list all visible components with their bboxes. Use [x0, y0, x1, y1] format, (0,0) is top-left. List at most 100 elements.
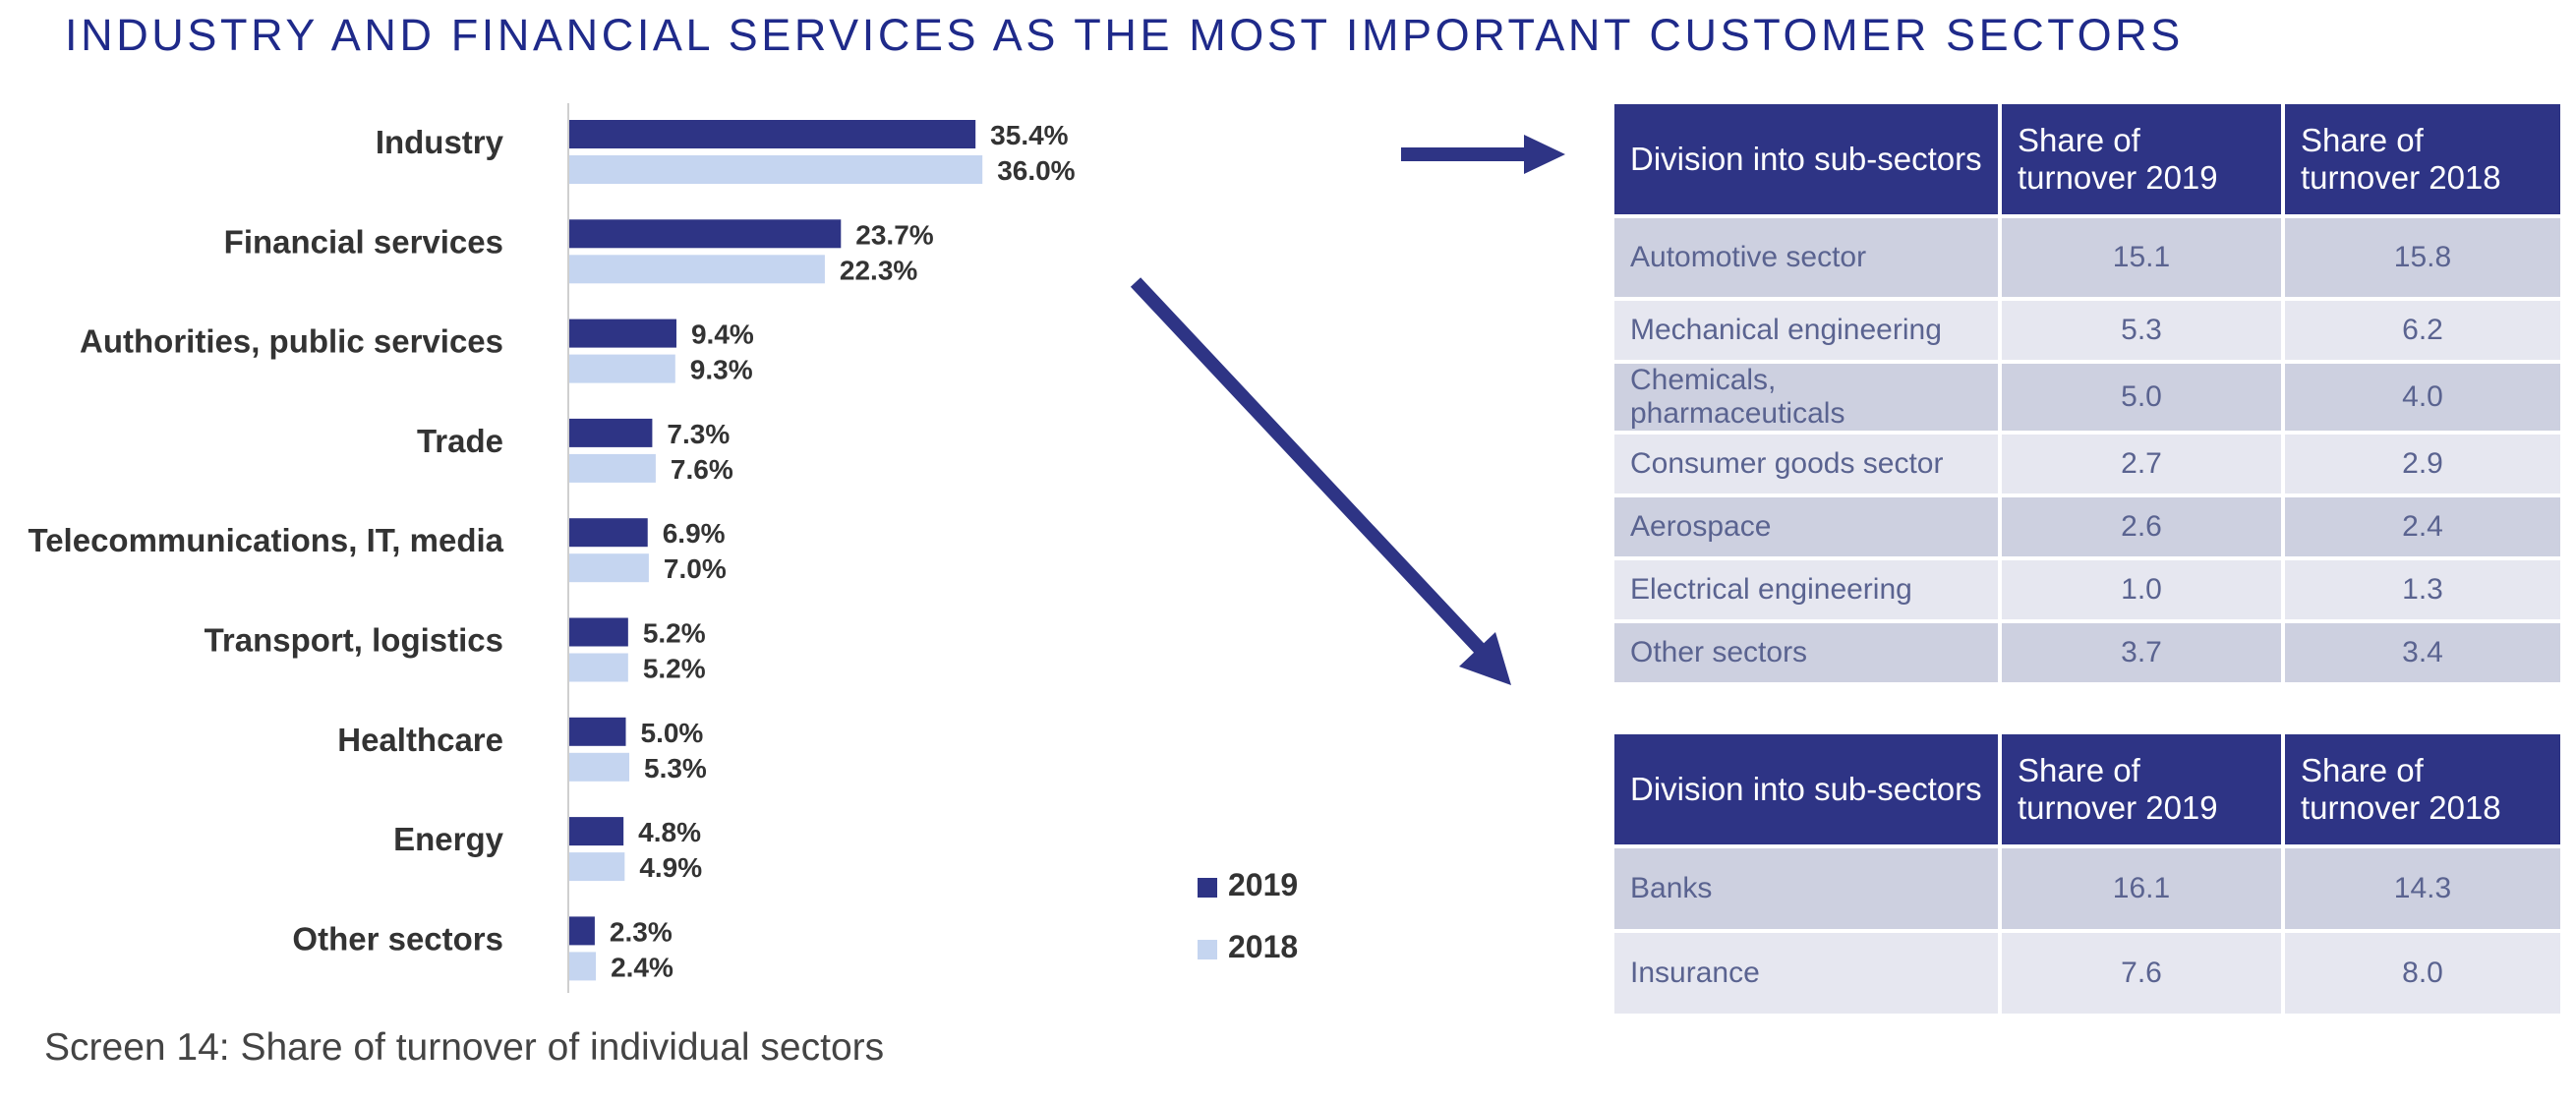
data-label-2019: 35.4%	[990, 120, 1068, 150]
data-label-2019: 2.3%	[610, 916, 673, 947]
data-label-2019: 4.8%	[638, 817, 701, 847]
category-label: Telecommunications, IT, media	[28, 522, 503, 558]
row-sector: Aerospace	[1614, 497, 1998, 556]
data-label-2018: 2.4%	[611, 952, 673, 982]
bar-2018	[568, 852, 625, 882]
row-share-2019: 5.3	[2002, 301, 2281, 360]
data-label-2019: 6.9%	[663, 518, 726, 549]
row-share-2018: 8.0	[2285, 933, 2560, 1014]
data-label-2018: 7.6%	[671, 454, 733, 485]
table-row: Consumer goods sector 2.7 2.9	[1614, 435, 2560, 493]
category-label: Trade	[417, 423, 503, 459]
row-share-2019: 5.0	[2002, 364, 2281, 431]
bar-2019	[568, 518, 648, 548]
bar-2019	[568, 319, 676, 348]
arrow-diagonal-shaft	[1130, 277, 1486, 654]
header-share-2018: Share of turnover 2018	[2285, 104, 2560, 214]
bar-2018	[568, 653, 628, 682]
header-share-2019: Share of turnover 2019	[2002, 104, 2281, 214]
data-label-2019: 7.3%	[667, 419, 730, 449]
category-label: Authorities, public services	[80, 323, 503, 360]
row-share-2019: 2.7	[2002, 435, 2281, 493]
row-sector: Chemicals, pharmaceuticals	[1614, 364, 1998, 431]
table-row: Mechanical engineering 5.3 6.2	[1614, 301, 2560, 360]
data-label-2018: 4.9%	[639, 852, 702, 883]
table-row: Other sectors 3.7 3.4	[1614, 623, 2560, 682]
table-row: Automotive sector 15.1 15.8	[1614, 218, 2560, 297]
row-sector: Electrical engineering	[1614, 560, 1998, 619]
category-label: Financial services	[224, 223, 503, 260]
subsector-table-financial: Division into sub-sectors Share of turno…	[1610, 730, 2564, 1017]
header-share-2019: Share of turnover 2019	[2002, 734, 2281, 844]
header-share-2018: Share of turnover 2018	[2285, 734, 2560, 844]
row-share-2018: 4.0	[2285, 364, 2560, 431]
header-division: Division into sub-sectors	[1614, 734, 1998, 844]
table-row: Chemicals, pharmaceuticals 5.0 4.0	[1614, 364, 2560, 431]
row-share-2018: 2.9	[2285, 435, 2560, 493]
bar-2018	[568, 255, 825, 284]
table-row: Insurance 7.6 8.0	[1614, 933, 2560, 1014]
bar-2019	[568, 817, 624, 846]
bar-2018	[568, 155, 983, 184]
table-row: Aerospace 2.6 2.4	[1614, 497, 2560, 556]
row-sector: Automotive sector	[1614, 218, 1998, 297]
row-share-2018: 1.3	[2285, 560, 2560, 619]
category-label: Energy	[393, 821, 504, 857]
bar-2019	[568, 717, 626, 746]
legend-label-2019: 2019	[1228, 867, 1298, 902]
data-label-2018: 7.0%	[664, 553, 727, 584]
arrow-right-icon	[1401, 135, 1565, 174]
arrow-diagonal-icon	[1459, 632, 1511, 685]
data-label-2018: 9.3%	[690, 355, 753, 385]
data-label-2019: 23.7%	[855, 219, 933, 250]
bar-2019	[568, 219, 842, 249]
bar-2019	[568, 120, 976, 148]
legend-swatch-2018	[1198, 940, 1217, 959]
legend-swatch-2019	[1198, 878, 1217, 898]
bar-chart: Industry 35.4% 36.0% Financial services 23.7…	[28, 103, 1565, 993]
row-share-2018: 3.4	[2285, 623, 2560, 682]
bar-2019	[568, 418, 653, 447]
row-sector: Consumer goods sector	[1614, 435, 1998, 493]
category-label: Transport, logistics	[205, 622, 503, 659]
bar-2018	[568, 354, 675, 383]
figure-caption: Screen 14: Share of turnover of individu…	[44, 1026, 885, 1069]
row-share-2018: 2.4	[2285, 497, 2560, 556]
data-label-2018: 22.3%	[840, 255, 917, 285]
page-title: INDUSTRY AND FINANCIAL SERVICES AS THE M…	[65, 10, 2184, 60]
category-label: Healthcare	[337, 722, 503, 758]
data-label-2019: 5.2%	[643, 618, 706, 649]
row-share-2019: 7.6	[2002, 933, 2281, 1014]
data-label-2018: 5.3%	[644, 753, 707, 784]
row-sector: Other sectors	[1614, 623, 1998, 682]
data-label-2019: 5.0%	[641, 718, 704, 748]
bar-2018	[568, 553, 649, 583]
row-sector: Insurance	[1614, 933, 1998, 1014]
legend-label-2018: 2018	[1228, 929, 1298, 964]
row-share-2019: 16.1	[2002, 848, 2281, 929]
table-row: Electrical engineering 1.0 1.3	[1614, 560, 2560, 619]
table-header-row: Division into sub-sectors Share of turno…	[1614, 104, 2560, 214]
subsector-table-industry: Division into sub-sectors Share of turno…	[1610, 100, 2564, 686]
table-row: Banks 16.1 14.3	[1614, 848, 2560, 929]
row-share-2018: 14.3	[2285, 848, 2560, 929]
row-share-2019: 1.0	[2002, 560, 2281, 619]
category-label: Other sectors	[292, 920, 503, 957]
bar-2019	[568, 916, 595, 946]
row-sector: Banks	[1614, 848, 1998, 929]
table-header-row: Division into sub-sectors Share of turno…	[1614, 734, 2560, 844]
row-share-2019: 3.7	[2002, 623, 2281, 682]
row-share-2018: 6.2	[2285, 301, 2560, 360]
bar-2018	[568, 752, 630, 782]
data-label-2019: 9.4%	[691, 319, 754, 350]
bar-2018	[568, 453, 656, 483]
category-label: Industry	[376, 124, 504, 160]
header-division: Division into sub-sectors	[1614, 104, 1998, 214]
bar-2019	[568, 617, 628, 647]
data-label-2018: 36.0%	[997, 155, 1075, 186]
bar-2018	[568, 952, 597, 981]
row-share-2019: 2.6	[2002, 497, 2281, 556]
data-label-2018: 5.2%	[643, 654, 706, 684]
row-share-2018: 15.8	[2285, 218, 2560, 297]
row-share-2019: 15.1	[2002, 218, 2281, 297]
